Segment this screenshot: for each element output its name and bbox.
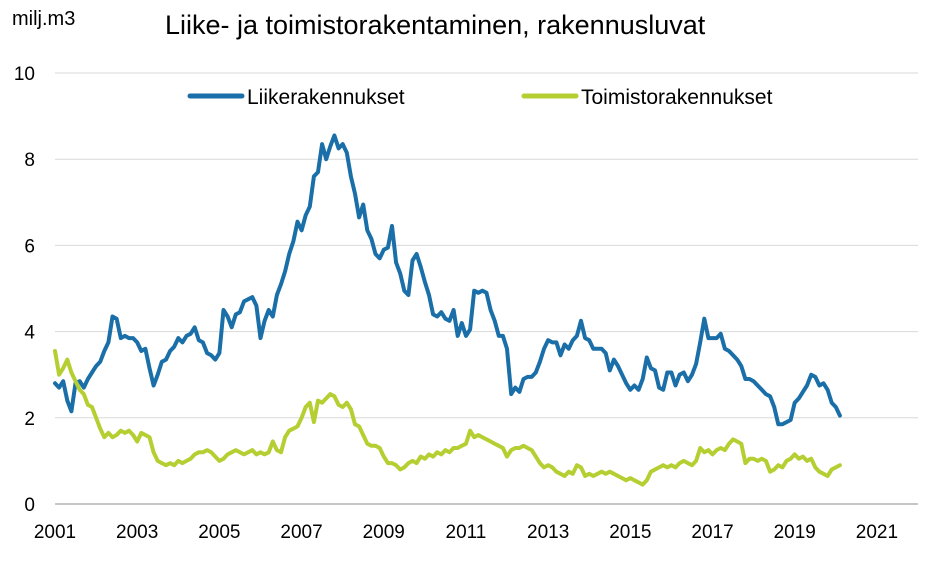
series-line-liikerakennukset [53,133,842,427]
y-tick-label: 6 [24,236,35,257]
legend-item: Toimistorakennukset [521,86,773,109]
y-tick-label: 2 [24,409,35,430]
x-tick-label: 2011 [446,522,487,543]
x-tick-label: 2001 [34,522,76,543]
legend-item: Liikerakennukset [187,86,405,109]
y-tick-label: 8 [24,150,35,171]
gridlines [55,72,918,419]
series-lines [53,133,842,487]
axes: 0 2 4 6 8 10 2001 2003 2005 2007 2009 2011 2013 2015 2… [14,64,918,543]
chart-title: Liike- ja toimistorakentaminen, rakennus… [165,10,706,40]
x-tick-label: 2013 [527,522,569,543]
x-tick-label: 2021 [856,522,898,543]
x-tick-label: 2009 [363,522,405,543]
y-tick-label: 10 [14,64,35,85]
x-tick-label: 2015 [609,522,651,543]
legend-label: Toimistorakennukset [581,86,773,109]
y-tick-label: 0 [24,495,35,516]
series-line-toimistorakennukset [53,349,842,487]
x-tick-label: 2007 [280,522,322,543]
legend: Liikerakennukset Toimistorakennukset [187,86,773,109]
x-tick-label: 2005 [198,522,240,543]
x-tick-label: 2017 [691,522,733,543]
y-tick-label: 4 [24,323,35,344]
y-axis-unit-label: milj.m3 [12,8,76,30]
legend-label: Liikerakennukset [247,86,405,109]
x-tick-label: 2019 [774,522,816,543]
x-tick-label: 2003 [116,522,158,543]
